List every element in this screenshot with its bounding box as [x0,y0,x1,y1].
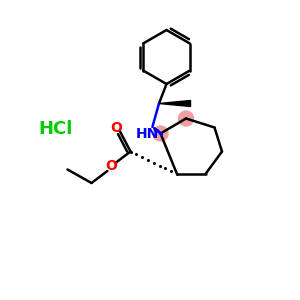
Text: HN: HN [135,127,159,140]
Polygon shape [159,100,190,106]
Circle shape [153,126,168,141]
Text: O: O [110,121,122,135]
Text: O: O [105,160,117,173]
Text: HCl: HCl [38,120,73,138]
Circle shape [178,111,194,126]
